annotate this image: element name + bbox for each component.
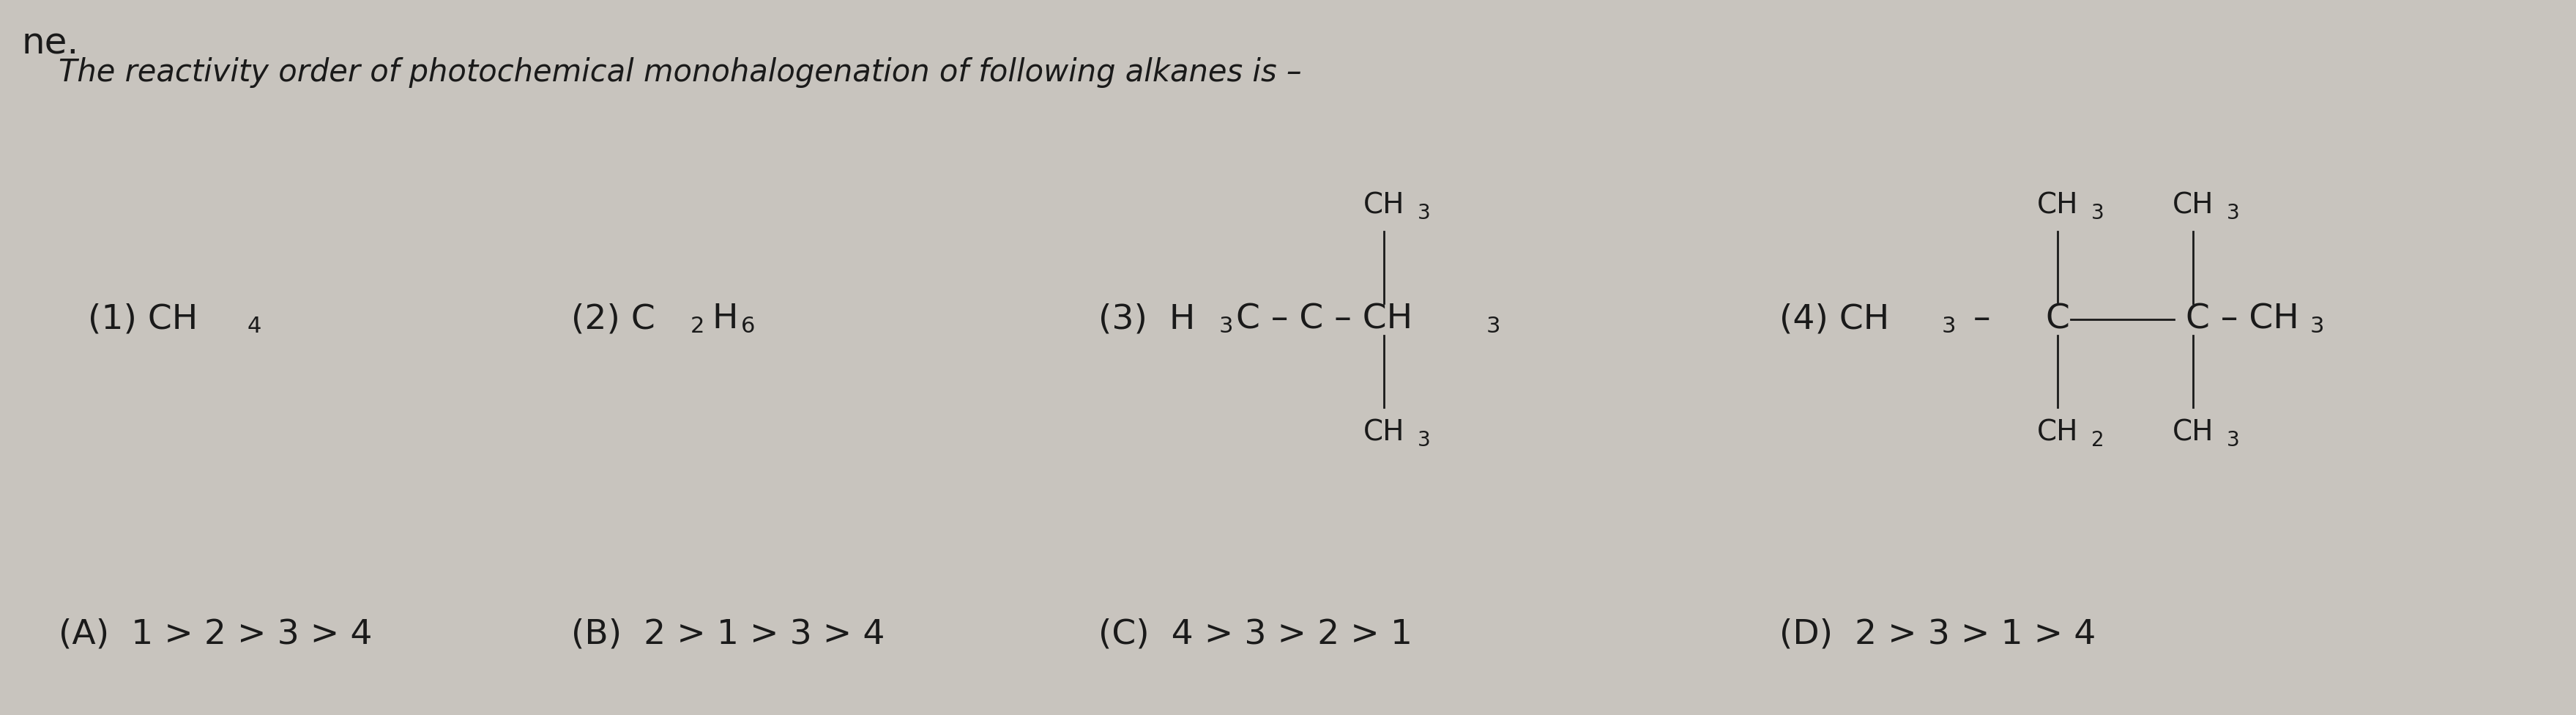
Text: (2) C: (2) C <box>572 303 654 336</box>
Text: 2: 2 <box>2092 430 2105 450</box>
Text: (D)  2 > 3 > 1 > 4: (D) 2 > 3 > 1 > 4 <box>1780 618 2097 651</box>
Text: CH: CH <box>1363 419 1404 447</box>
Text: H: H <box>711 303 737 336</box>
Text: 6: 6 <box>742 316 755 337</box>
Text: C – CH: C – CH <box>2184 303 2298 336</box>
Text: 3: 3 <box>2226 430 2239 450</box>
Text: (4) CH: (4) CH <box>1780 303 1888 336</box>
Text: CH: CH <box>2038 192 2079 220</box>
Text: CH: CH <box>2172 192 2213 220</box>
Text: C: C <box>2045 303 2069 336</box>
Text: 3: 3 <box>1486 316 1502 337</box>
Text: 3: 3 <box>1942 316 1955 337</box>
Text: –: – <box>1963 303 2002 336</box>
Text: 3: 3 <box>1417 203 1430 223</box>
Text: 2: 2 <box>690 316 706 337</box>
Text: 3: 3 <box>2092 203 2105 223</box>
Text: C – C – CH: C – C – CH <box>1236 303 1412 336</box>
Text: 3: 3 <box>2226 203 2239 223</box>
Text: 3: 3 <box>1218 316 1234 337</box>
Text: CH: CH <box>1363 192 1404 220</box>
Text: CH: CH <box>2038 419 2079 447</box>
Text: (1) CH: (1) CH <box>88 303 198 336</box>
Text: (A)  1 > 2 > 3 > 4: (A) 1 > 2 > 3 > 4 <box>59 618 374 651</box>
Text: CH: CH <box>2172 419 2213 447</box>
Text: 3: 3 <box>1417 430 1430 450</box>
Text: 3: 3 <box>2311 316 2324 337</box>
Text: (3)  H: (3) H <box>1097 303 1195 336</box>
Text: 4: 4 <box>247 316 263 337</box>
Text: (C)  4 > 3 > 2 > 1: (C) 4 > 3 > 2 > 1 <box>1097 618 1412 651</box>
Text: The reactivity order of photochemical monohalogenation of following alkanes is –: The reactivity order of photochemical mo… <box>59 57 1301 88</box>
Text: ne.: ne. <box>23 26 80 61</box>
Text: (B)  2 > 1 > 3 > 4: (B) 2 > 1 > 3 > 4 <box>572 618 886 651</box>
